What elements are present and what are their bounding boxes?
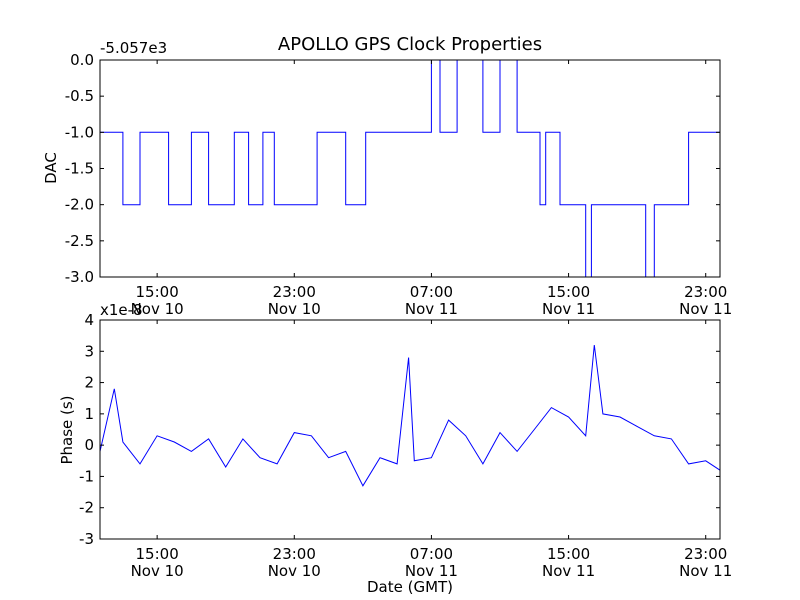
dac-x-tick-time: 07:00 [410, 283, 453, 301]
dac-x-tick-date: Nov 10 [131, 300, 184, 318]
phase-y-axis-label: Phase (s) [58, 395, 76, 464]
phase-x-tick-time: 15:00 [547, 545, 590, 563]
phase-x-tick-date: Nov 11 [542, 562, 595, 580]
dac-x-tick-date: Nov 11 [405, 300, 458, 318]
phase-x-tick-time: 15:00 [136, 545, 179, 563]
dac-y-tick-label: -2.0 [65, 196, 94, 214]
phase-x-tick-date: Nov 11 [679, 562, 732, 580]
dac-offset-label: -5.057e3 [100, 39, 167, 57]
dac-y-tick-label: -0.5 [65, 87, 94, 105]
dac-x-tick-time: 15:00 [547, 283, 590, 301]
phase-y-tick-label: -1 [79, 467, 94, 485]
chart-title: APOLLO GPS Clock Properties [278, 34, 542, 55]
phase-y-tick-label: 4 [84, 311, 94, 329]
phase-x-tick-date: Nov 10 [131, 562, 184, 580]
dac-y-tick-label: -3.0 [65, 268, 94, 286]
phase-y-ticks: -3 -2 -1 0 1 2 3 4 [79, 311, 720, 548]
phase-plot-frame [99, 319, 721, 540]
phase-series-path [99, 344, 721, 487]
phase-x-axis-label: Date (GMT) [367, 578, 453, 596]
dac-x-tick-date: Nov 11 [679, 300, 732, 318]
phase-y-tick-label: -3 [79, 530, 94, 548]
dac-plot-frame [99, 59, 721, 278]
phase-x-tick-date: Nov 11 [405, 562, 458, 580]
dac-y-tick-label: -1.5 [65, 160, 94, 178]
phase-series-line [99, 344, 721, 487]
dac-x-tick-time: 23:00 [273, 283, 316, 301]
dac-y-ticks: -3.0 -2.5 -2.0 -1.5 -1.0 -0.5 0.0 [65, 51, 720, 286]
phase-offset-label: x1e-8 [100, 301, 143, 319]
phase-x-tick-date: Nov 10 [268, 562, 321, 580]
dac-x-tick-time: 23:00 [684, 283, 727, 301]
phase-x-tick-time: 07:00 [410, 545, 453, 563]
dac-y-tick-label: -2.5 [65, 232, 94, 250]
phase-y-tick-label: 0 [84, 436, 94, 454]
phase-y-tick-label: 2 [84, 374, 94, 392]
dac-x-tick-date: Nov 11 [542, 300, 595, 318]
dac-x-tick-time: 15:00 [136, 283, 179, 301]
phase-y-tick-label: -2 [79, 499, 94, 517]
dac-series-line [100, 59, 720, 278]
dac-x-tick-date: Nov 10 [268, 300, 321, 318]
phase-x-tick-time: 23:00 [684, 545, 727, 563]
dac-y-axis-label: DAC [42, 152, 60, 184]
phase-y-tick-label: 1 [84, 405, 94, 423]
dac-y-tick-label: 0.0 [70, 51, 94, 69]
dac-series-path [100, 59, 720, 278]
phase-y-tick-label: 3 [84, 342, 94, 360]
phase-x-tick-time: 23:00 [273, 545, 316, 563]
dac-y-tick-label: -1.0 [65, 123, 94, 141]
